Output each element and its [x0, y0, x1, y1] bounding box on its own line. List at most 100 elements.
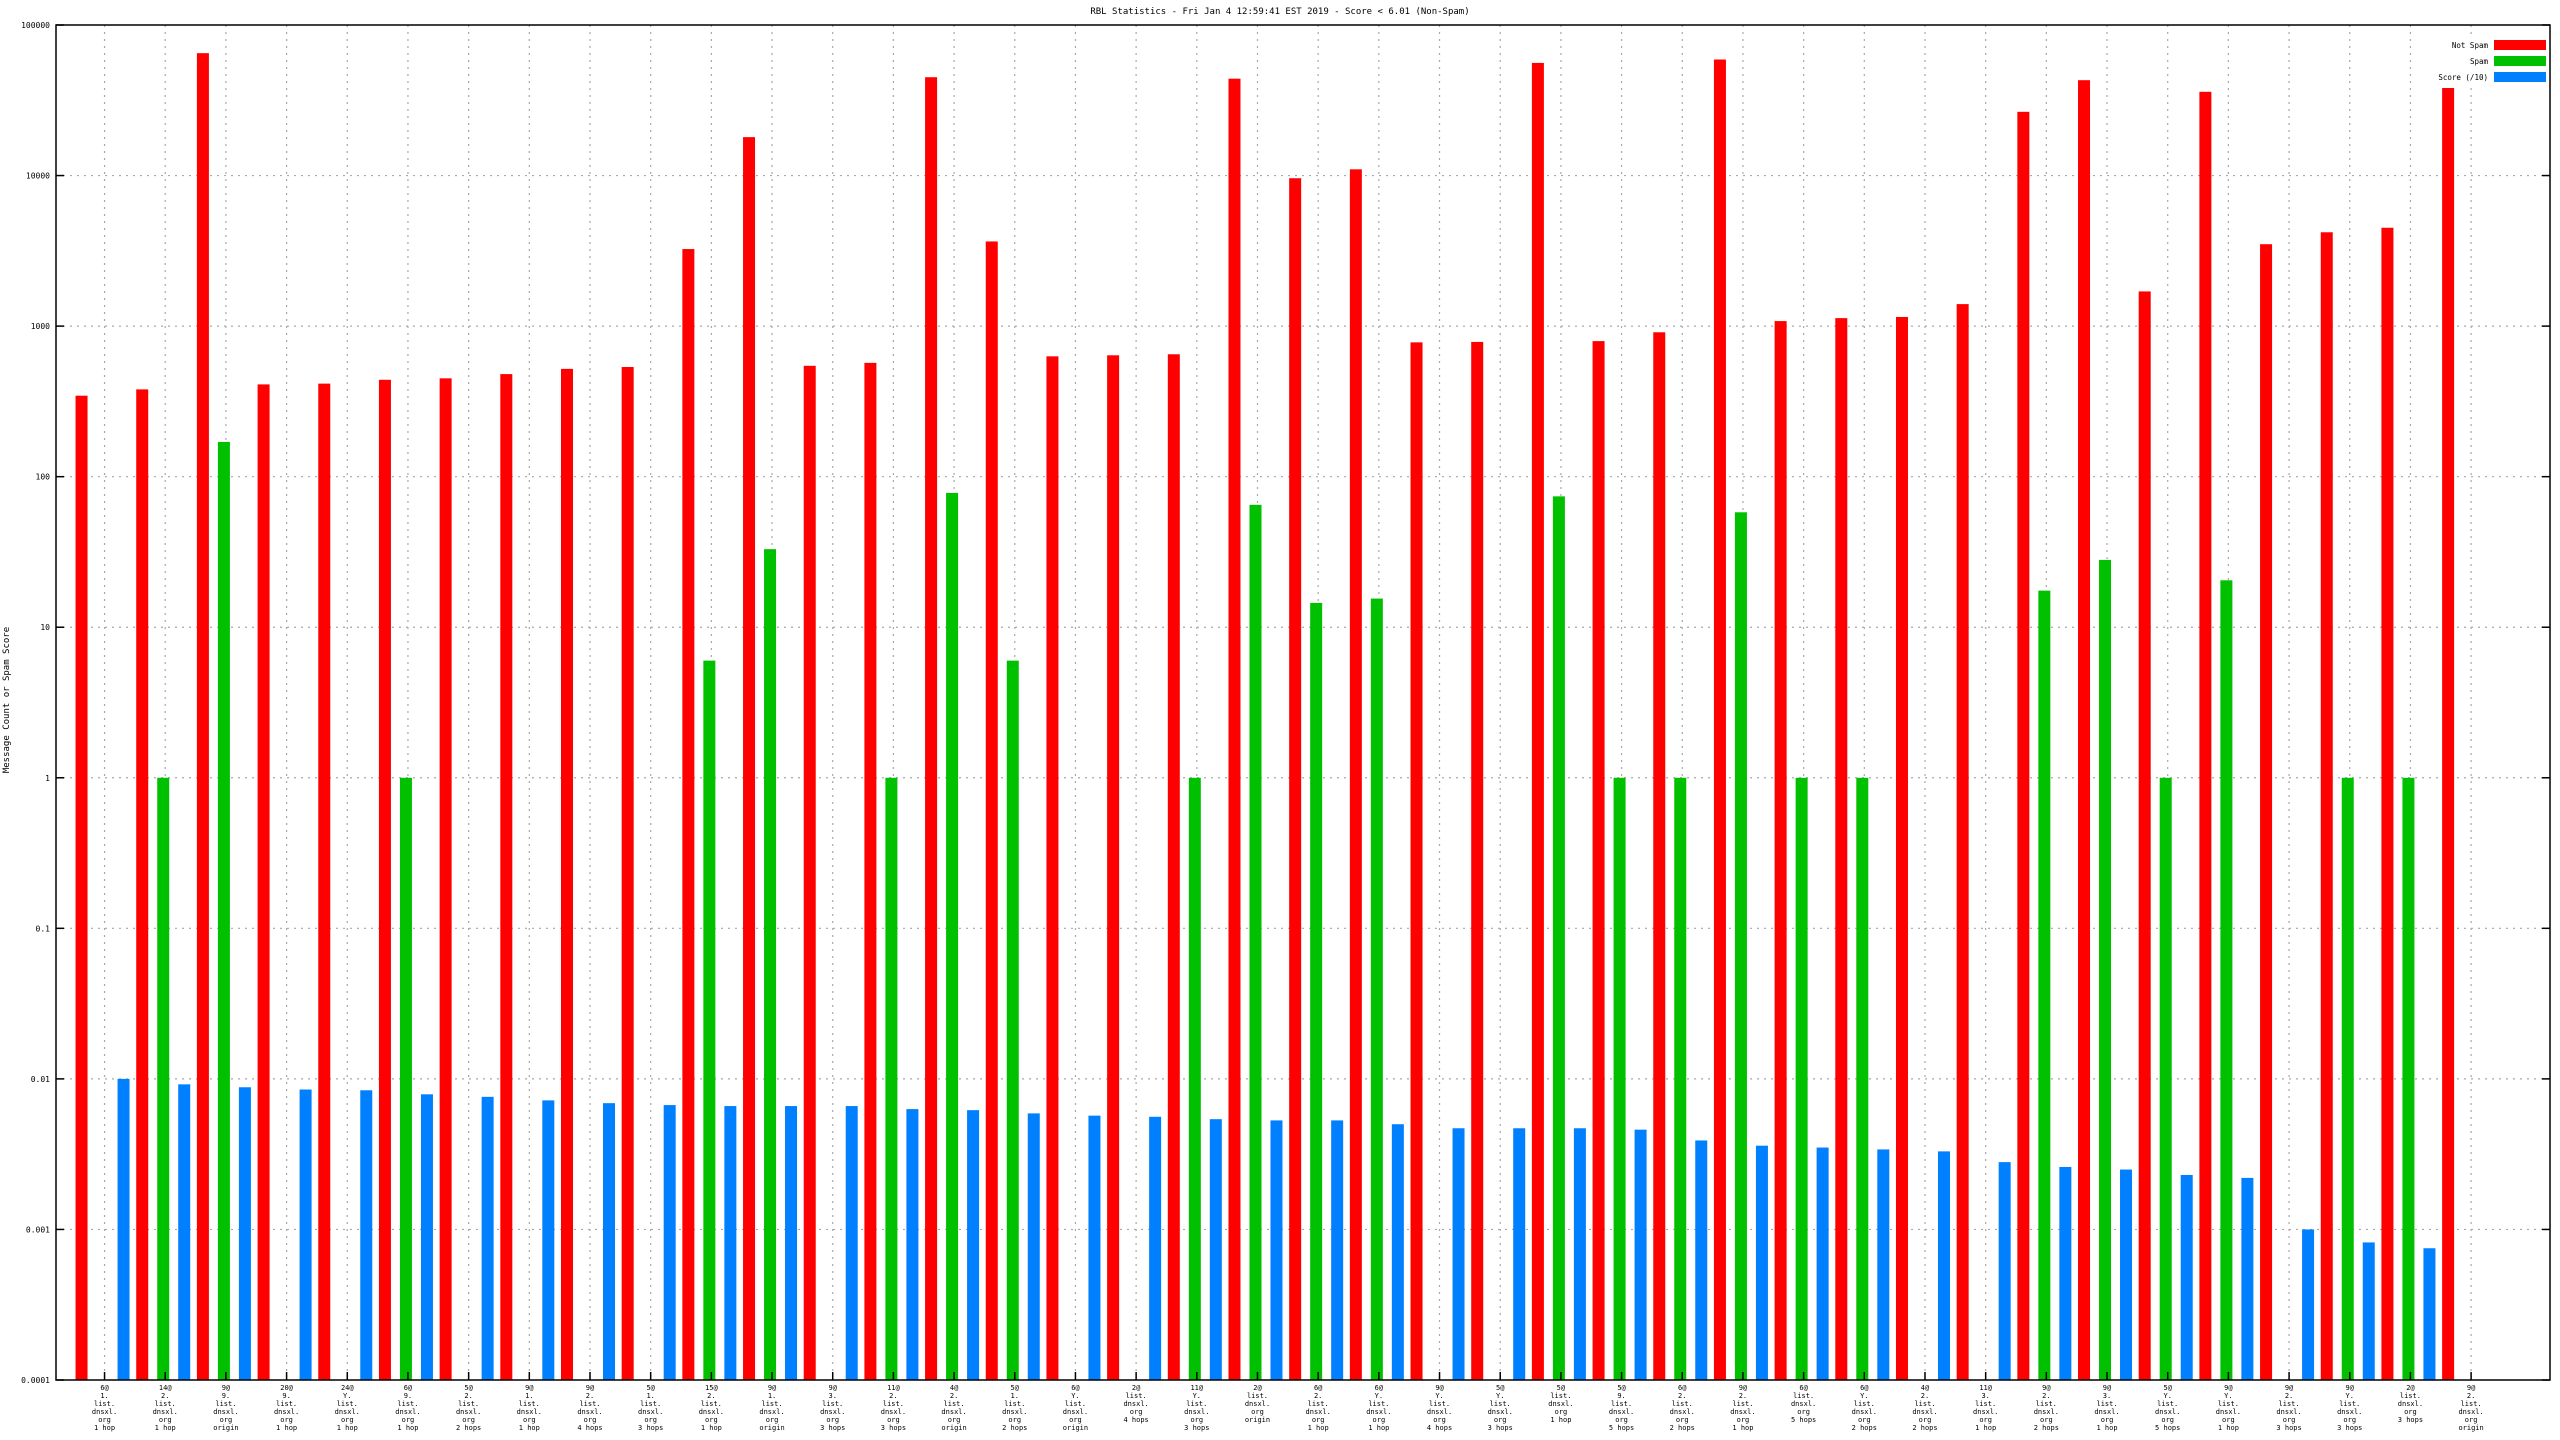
- x-tick-label: 9@ 2. list. dnsxl. org origin: [2458, 1384, 2483, 1432]
- legend-swatch: [2494, 40, 2546, 50]
- bar-spam: [946, 492, 959, 1380]
- bar-score-10: [1816, 1147, 1829, 1380]
- bar-score-10: [542, 1100, 555, 1380]
- bar-not-spam: [2199, 91, 2212, 1380]
- bar-not-spam: [1107, 355, 1120, 1381]
- bar-score-10: [1270, 1120, 1283, 1380]
- bar-spam: [885, 777, 898, 1380]
- y-tick-label: 10000: [26, 172, 50, 181]
- bar-not-spam: [2078, 80, 2091, 1381]
- x-tick-label: 9@ Y. list. dnsxl. org 3 hops: [2337, 1384, 2362, 1432]
- bar-spam: [1370, 598, 1383, 1380]
- bar-score-10: [481, 1096, 494, 1380]
- x-tick-label: 5@ 2. list. dnsxl. org 2 hops: [456, 1384, 481, 1432]
- x-tick-label: 6@ Y. list. dnsxl. org 2 hops: [1852, 1384, 1877, 1432]
- bar-not-spam: [1956, 304, 1969, 1380]
- y-tick-label: 0.0001: [21, 1376, 50, 1385]
- y-tick-label: 1: [45, 774, 50, 783]
- bar-spam: [703, 660, 716, 1380]
- bar-spam: [2159, 777, 2172, 1380]
- x-tick-label: 4@ 2. list. dnsxl. org 2 hops: [1912, 1384, 1937, 1432]
- x-tick-label: 5@ Y. list. dnsxl. org 5 hops: [2155, 1384, 2180, 1432]
- x-tick-label: 2@ list. dnsxl. org 3 hops: [2398, 1384, 2423, 1424]
- bar-score-10: [117, 1078, 130, 1380]
- bar-not-spam: [621, 367, 634, 1380]
- x-tick-label: 9@ 2. list. dnsxl. org 1 hop: [1730, 1384, 1755, 1432]
- bar-spam: [2099, 559, 2112, 1380]
- legend-label: Not Spam: [2452, 41, 2489, 50]
- bar-score-10: [238, 1087, 251, 1380]
- bar-score-10: [2120, 1169, 2133, 1380]
- x-tick-label: 6@ 9. list. dnsxl. org 1 hop: [395, 1384, 420, 1432]
- bar-not-spam: [2320, 232, 2333, 1380]
- bar-score-10: [1027, 1113, 1040, 1380]
- bar-spam: [2402, 777, 2415, 1380]
- bar-score-10: [1209, 1119, 1222, 1380]
- bar-not-spam: [682, 249, 695, 1381]
- bar-not-spam: [1774, 321, 1787, 1380]
- legend: Not Spam Spam Score (/10): [2426, 36, 2548, 88]
- bar-not-spam: [2260, 244, 2273, 1381]
- bar-spam: [1249, 504, 1262, 1380]
- bar-not-spam: [864, 362, 877, 1381]
- bar-not-spam: [1653, 332, 1666, 1381]
- x-tick-label: 4@ 2. list. dnsxl. org origin: [941, 1384, 966, 1432]
- bar-score-10: [663, 1105, 676, 1380]
- bar-score-10: [2423, 1248, 2436, 1380]
- bar-score-10: [906, 1109, 919, 1380]
- bar-spam: [764, 549, 777, 1380]
- bar-not-spam: [1895, 316, 1908, 1381]
- bar-not-spam: [2017, 111, 2030, 1381]
- bar-not-spam: [1046, 356, 1059, 1380]
- x-tick-label: 24@ Y. list. dnsxl. org 1 hop: [335, 1384, 360, 1432]
- bar-score-10: [1513, 1128, 1526, 1380]
- bar-score-10: [299, 1089, 312, 1380]
- bar-score-10: [724, 1106, 737, 1380]
- bar-spam: [1006, 660, 1019, 1380]
- bar-not-spam: [1410, 342, 1423, 1380]
- bar-not-spam: [2138, 291, 2151, 1380]
- bar-not-spam: [1713, 59, 1726, 1380]
- x-tick-label: 9@ Y. list. dnsxl. org 4 hops: [1427, 1384, 1452, 1432]
- bar-not-spam: [75, 395, 88, 1380]
- bar-not-spam: [439, 378, 452, 1380]
- bar-score-10: [1634, 1129, 1647, 1380]
- x-tick-label: 5@ list. dnsxl. org 1 hop: [1548, 1384, 1573, 1424]
- bar-score-10: [1573, 1128, 1586, 1380]
- x-tick-label: 9@ 1. list. dnsxl. org origin: [759, 1384, 784, 1432]
- bar-score-10: [1088, 1115, 1101, 1380]
- bar-score-10: [1391, 1124, 1404, 1380]
- bar-spam: [1734, 512, 1747, 1380]
- bar-not-spam: [378, 379, 391, 1381]
- bar-score-10: [1452, 1128, 1465, 1380]
- x-tick-label: 6@ Y. list. dnsxl. org 1 hop: [1366, 1384, 1391, 1432]
- bar-spam: [1856, 777, 1869, 1380]
- bar-score-10: [2241, 1177, 2254, 1380]
- x-tick-label: 11@ 3. list. dnsxl. org 1 hop: [1973, 1384, 1998, 1432]
- bar-spam: [1795, 777, 1808, 1380]
- x-tick-label: 11@ Y. list. dnsxl. org 3 hops: [1184, 1384, 1209, 1432]
- bars: [75, 53, 2455, 1381]
- bar-score-10: [2180, 1174, 2193, 1380]
- bar-not-spam: [1289, 178, 1302, 1380]
- bar-not-spam: [2442, 70, 2455, 1380]
- x-tick-label: 14@ 2. list. dnsxl. org 1 hop: [153, 1384, 178, 1432]
- x-tick-label: 5@ Y. list. dnsxl. org 3 hops: [1488, 1384, 1513, 1432]
- y-tick-label: 0.1: [36, 924, 51, 933]
- x-tick-label: 5@ 1. list. dnsxl. org 3 hops: [638, 1384, 663, 1432]
- x-axis-ticks: 6@ 1. list. dnsxl. org 1 hop 14@ 2. list. dnsxl. o…: [92, 1372, 2484, 1432]
- bar-not-spam: [500, 374, 513, 1380]
- bar-not-spam: [2381, 227, 2394, 1380]
- x-tick-label: 6@ 1. list. dnsxl. org 1 hop: [92, 1384, 117, 1432]
- bar-score-10: [845, 1106, 858, 1380]
- y-tick-label: 100: [36, 473, 51, 482]
- bar-spam: [1552, 496, 1565, 1380]
- bar-score-10: [2302, 1229, 2315, 1380]
- bar-score-10: [2059, 1166, 2072, 1380]
- y-tick-label: 10: [40, 623, 50, 632]
- bar-not-spam: [1228, 78, 1241, 1381]
- bar-score-10: [967, 1110, 980, 1380]
- y-tick-label: 0.01: [31, 1075, 50, 1084]
- x-tick-label: 9@ 3. list. dnsxl. org 3 hops: [820, 1384, 845, 1432]
